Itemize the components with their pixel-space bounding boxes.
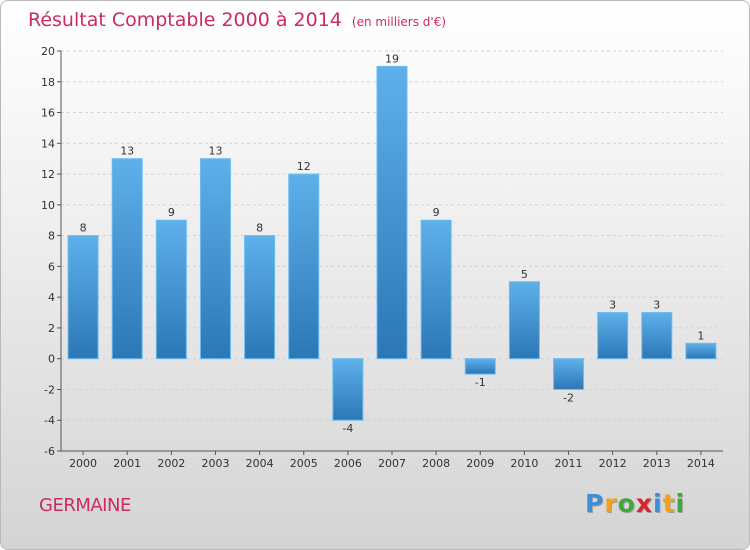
x-tick-label-2001: 2001 xyxy=(113,457,141,470)
data-label-2010: 5 xyxy=(521,268,528,281)
x-tick-label-2010: 2010 xyxy=(510,457,538,470)
y-tick-label: -4 xyxy=(44,414,55,427)
chart-subtitle: (en milliers d'€) xyxy=(351,15,447,29)
x-tick-label-2004: 2004 xyxy=(246,457,274,470)
y-tick-label: -2 xyxy=(44,383,55,396)
chart-title-text: Résultat Comptable 2000 à 2014 xyxy=(28,9,342,31)
data-label-2013: 3 xyxy=(653,299,660,312)
bar-2009 xyxy=(464,358,496,375)
data-label-2005: 12 xyxy=(297,160,311,173)
data-label-2004: 8 xyxy=(256,222,263,235)
y-tick-label: 0 xyxy=(48,353,55,366)
y-tick-label: 18 xyxy=(41,76,55,89)
x-tick-label-2008: 2008 xyxy=(422,457,450,470)
data-label-2000: 8 xyxy=(80,222,87,235)
bar-2012 xyxy=(597,312,629,360)
data-label-2003: 13 xyxy=(208,145,222,158)
bars xyxy=(67,65,717,421)
logo-letter: o xyxy=(617,489,636,518)
data-label-2007: 19 xyxy=(385,52,399,65)
bar-2000 xyxy=(67,235,99,360)
bar-2004 xyxy=(244,235,276,360)
x-tick-label-2014: 2014 xyxy=(687,457,715,470)
bar-2002 xyxy=(155,219,187,360)
logo-letter: x xyxy=(635,489,653,518)
bar-2011 xyxy=(553,358,585,390)
data-label-2009: -1 xyxy=(475,376,486,389)
logo-letter: P xyxy=(585,489,605,518)
bar-2010 xyxy=(508,281,540,360)
data-label-2006: -4 xyxy=(342,422,353,435)
y-tick-label: -6 xyxy=(44,445,55,458)
x-tick-label-2013: 2013 xyxy=(643,457,671,470)
data-label-2012: 3 xyxy=(609,299,616,312)
data-label-2014: 1 xyxy=(697,329,704,342)
x-tick-label-2007: 2007 xyxy=(378,457,406,470)
logo-letter: i xyxy=(675,489,686,518)
x-tick-label-2003: 2003 xyxy=(201,457,229,470)
logo-letter: r xyxy=(604,489,618,518)
bar-2013 xyxy=(641,312,673,360)
bar-2007 xyxy=(376,65,408,360)
data-label-2001: 13 xyxy=(120,145,134,158)
bar-2001 xyxy=(111,158,143,360)
bar-2005 xyxy=(288,173,320,360)
y-tick-label: 2 xyxy=(48,322,55,335)
y-tick-label: 20 xyxy=(41,45,55,58)
x-tick-label-2012: 2012 xyxy=(599,457,627,470)
y-tick-label: 6 xyxy=(48,260,55,273)
data-labels: 8 13 9 13 8 12 -4 19 9 -1 5 -2 3 3 1 xyxy=(80,52,705,435)
proxiti-logo: Proxiti xyxy=(585,489,685,518)
y-tick-label: 16 xyxy=(41,107,55,120)
x-tick-label-2000: 2000 xyxy=(69,457,97,470)
logo-letter: t xyxy=(662,489,676,518)
chart-title: Résultat Comptable 2000 à 2014 (en millie… xyxy=(28,9,446,31)
x-tick-label-2006: 2006 xyxy=(334,457,362,470)
commune-name: GERMAINE xyxy=(39,495,131,516)
x-tick-label-2011: 2011 xyxy=(555,457,583,470)
bar-2003 xyxy=(199,158,231,360)
y-tick-label: 10 xyxy=(41,199,55,212)
y-tick-label: 8 xyxy=(48,230,55,243)
logo-letter: i xyxy=(653,489,663,518)
data-label-2002: 9 xyxy=(168,206,175,219)
data-label-2008: 9 xyxy=(433,206,440,219)
y-tick-label: 12 xyxy=(41,168,55,181)
data-label-2011: -2 xyxy=(563,391,574,404)
bar-2014 xyxy=(685,342,717,360)
y-tick-label: 14 xyxy=(41,137,55,150)
x-tick-label-2009: 2009 xyxy=(466,457,494,470)
bar-2006 xyxy=(332,358,364,421)
bar-2008 xyxy=(420,219,452,360)
x-tick-label-2005: 2005 xyxy=(290,457,318,470)
y-tick-label: 4 xyxy=(48,291,55,304)
x-tick-label-2002: 2002 xyxy=(157,457,185,470)
